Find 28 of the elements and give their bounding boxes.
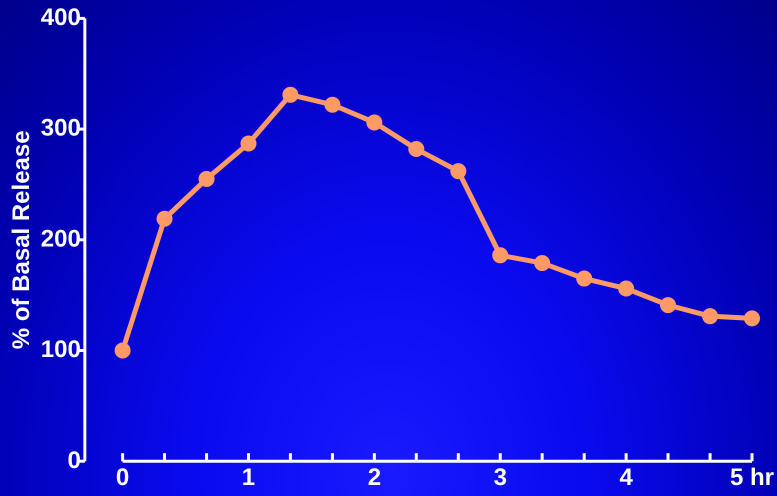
point [114, 342, 131, 358]
x-tick-label: 5 hr [730, 464, 774, 492]
y-axis-title: % of Basal Release [8, 130, 36, 350]
x-tick-label: 0 [116, 464, 130, 492]
point [576, 270, 592, 287]
point [282, 86, 298, 103]
point [198, 170, 215, 187]
y-tick-label: 100 [40, 336, 81, 364]
point [450, 163, 466, 180]
point [492, 247, 508, 264]
y-tick-label: 0 [67, 446, 81, 474]
point [324, 96, 340, 113]
y-tick-label: 400 [40, 4, 81, 32]
point [240, 135, 256, 152]
x-tick-label: 1 [242, 464, 256, 492]
y-tick-label: 200 [40, 225, 81, 252]
point [534, 255, 550, 272]
x-tick-label: 3 [494, 464, 507, 492]
point [744, 310, 760, 326]
y-tick-label: 300 [40, 114, 81, 142]
point [156, 210, 173, 227]
x-tick-label: 4 [619, 464, 634, 492]
point [408, 141, 424, 158]
point [366, 114, 382, 130]
point [660, 297, 676, 314]
x-tick-label: 2 [368, 464, 382, 492]
point [618, 280, 634, 297]
point [702, 308, 718, 324]
